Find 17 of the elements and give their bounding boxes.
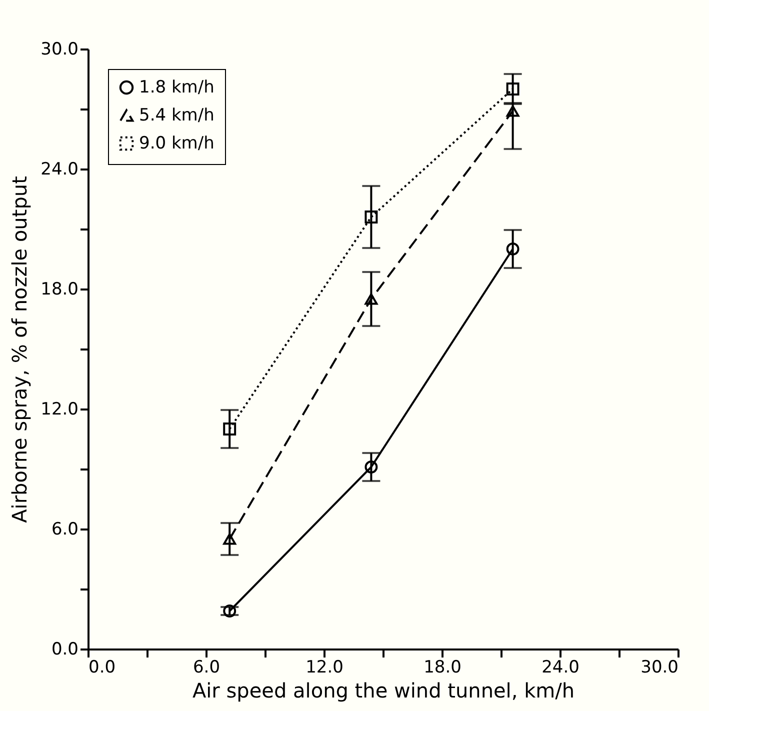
y-tick-label: 6.0	[51, 520, 78, 540]
x-tick-label: 30.0	[640, 658, 678, 678]
y-tick-label: 0.0	[51, 640, 78, 660]
x-axis-title: Air speed along the wind tunnel, km/h	[192, 678, 575, 702]
y-tick-label: 12.0	[40, 400, 78, 420]
legend-label: 5.4 km/h	[139, 106, 214, 126]
y-tick-label: 18.0	[40, 280, 78, 300]
x-tick-label: 0.0	[88, 658, 116, 678]
x-tick-label: 18.0	[424, 658, 462, 678]
y-tick-label: 30.0	[40, 40, 78, 60]
x-tick-label: 12.0	[306, 658, 344, 678]
legend-label: 1.8 km/h	[139, 78, 214, 98]
y-tick-label: 24.0	[40, 160, 78, 180]
x-tick-label: 6.0	[192, 658, 220, 678]
y-axis-title: Airborne spray, % of nozzle output	[8, 176, 32, 523]
legend-label: 9.0 km/h	[139, 134, 214, 154]
x-tick-label: 24.0	[542, 658, 580, 678]
